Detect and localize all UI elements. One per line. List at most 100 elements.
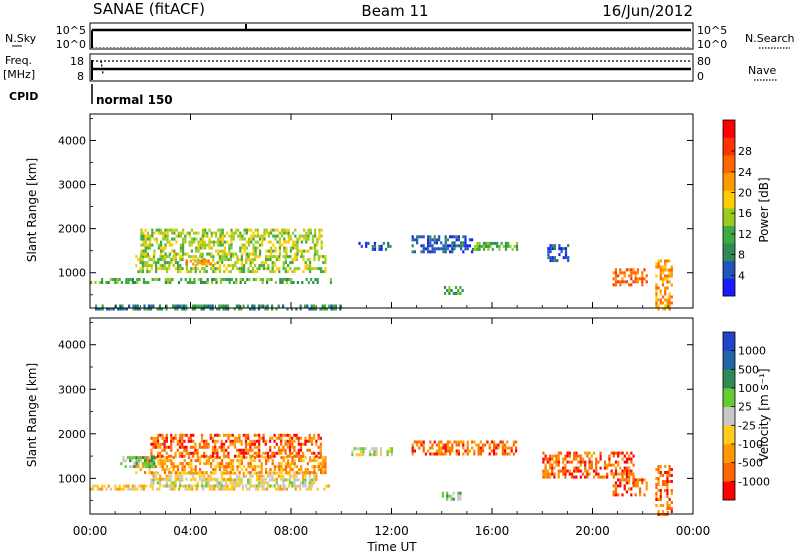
power-cell: [252, 243, 255, 247]
power-cell: [192, 267, 195, 271]
power-cell: [438, 235, 441, 239]
power-cell: [657, 304, 660, 308]
velocity-cell: [630, 493, 633, 497]
velocity-cell: [262, 484, 265, 488]
velocity-cell: [570, 472, 574, 476]
velocity-cell: [269, 484, 272, 488]
power-cell: [411, 250, 414, 254]
power-cell: [659, 289, 662, 293]
velocity-cell: [562, 457, 565, 461]
velocity-cell: [623, 469, 626, 473]
velocity-cell: [293, 481, 296, 485]
power-cell: [244, 281, 247, 284]
power-cell: [140, 249, 143, 253]
power-cell: [309, 267, 312, 271]
velocity-cell: [172, 468, 175, 472]
velocity-cell: [619, 451, 622, 455]
velocity-cell: [625, 475, 629, 479]
power-cell: [416, 235, 419, 239]
velocity-cell: [277, 445, 281, 449]
velocity-cell: [153, 465, 156, 469]
power-cell: [199, 246, 202, 250]
velocity-cell: [324, 462, 327, 466]
power-cell: [295, 258, 298, 262]
velocity-cell: [194, 459, 197, 463]
velocity-cell: [668, 471, 671, 474]
power-cell: [178, 281, 181, 284]
velocity-cell: [322, 468, 325, 472]
power-cell: [166, 267, 169, 271]
power-cell: [225, 255, 228, 259]
velocity-cell: [562, 472, 565, 476]
velocity-cell: [557, 451, 560, 455]
power-cell: [454, 292, 458, 295]
power-cell: [303, 237, 306, 241]
velocity-cell: [288, 445, 292, 449]
power-cell: [169, 281, 172, 284]
power-cell: [226, 278, 229, 281]
velocity-cell: [431, 446, 434, 450]
power-cell: [141, 267, 144, 271]
power-cell: [206, 231, 209, 235]
velocity-cell: [614, 460, 618, 464]
power-cell: [668, 268, 671, 272]
velocity-cell: [632, 478, 635, 482]
power-cell: [168, 243, 171, 247]
velocity-cell: [588, 472, 591, 476]
power-cell: [228, 246, 231, 250]
power-cell: [387, 244, 390, 248]
power-cell: [324, 267, 327, 271]
power-cell: [201, 234, 204, 238]
velocity-cell: [495, 452, 498, 456]
velocity-cell: [295, 433, 298, 437]
velocity-cell: [297, 471, 300, 475]
velocity-cell: [170, 481, 173, 485]
velocity-cell: [581, 460, 585, 464]
power-cell: [240, 255, 243, 259]
velocity-cell: [557, 460, 560, 464]
velocity-cell: [271, 462, 274, 466]
power-cell: [267, 249, 270, 253]
power-cell: [460, 241, 463, 245]
power-cell: [330, 304, 333, 308]
power-cell: [101, 278, 104, 281]
power-cell: [254, 249, 257, 253]
velocity-cell: [167, 474, 171, 478]
power-cell: [228, 281, 231, 284]
velocity-cell: [284, 465, 287, 469]
velocity-cell: [194, 442, 197, 446]
power-cell: [156, 307, 159, 311]
power-cell: [547, 256, 550, 260]
power-cell: [221, 231, 224, 235]
velocity-cell: [227, 462, 230, 466]
power-cell: [221, 255, 224, 259]
power-cell: [155, 237, 158, 241]
velocity-cell: [360, 450, 363, 454]
power-cell: [164, 246, 167, 250]
velocity-cell: [302, 442, 305, 446]
power-cell: [257, 307, 260, 311]
velocity-cell: [183, 445, 186, 449]
power-cell: [116, 278, 119, 281]
power-cell: [142, 278, 145, 281]
velocity-cell: [284, 439, 287, 443]
power-cell: [191, 304, 194, 308]
velocity-cell: [214, 433, 217, 437]
velocity-cell: [302, 454, 305, 458]
velocity-cell: [657, 498, 660, 501]
power-cell: [116, 281, 119, 284]
velocity-cell: [506, 440, 509, 444]
velocity-cell: [177, 465, 180, 469]
power-cell: [193, 281, 196, 284]
velocity-cell: [641, 478, 644, 482]
power-cell: [161, 255, 164, 259]
power-cell: [200, 307, 203, 311]
power-cell: [121, 307, 124, 311]
power-cell: [186, 281, 189, 284]
velocity-cell: [612, 463, 615, 467]
power-cell: [668, 271, 671, 275]
velocity-cell: [152, 481, 155, 485]
velocity-cell: [154, 474, 157, 478]
velocity-cell: [227, 471, 230, 475]
velocity-cell: [440, 440, 443, 444]
